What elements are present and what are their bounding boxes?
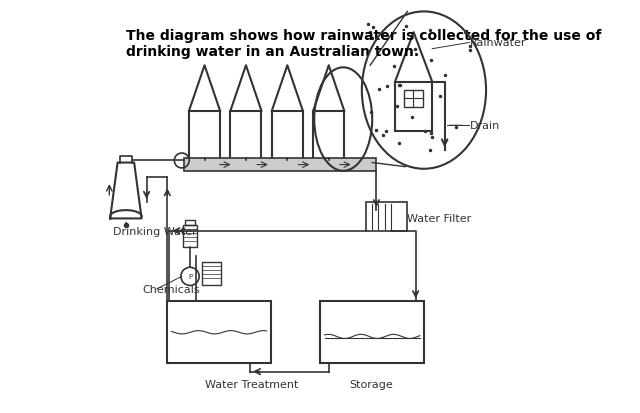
Text: Drain: Drain: [470, 121, 500, 131]
Text: Drinking Water: Drinking Water: [113, 226, 197, 236]
Text: Storage: Storage: [349, 379, 393, 389]
Text: Chemicals: Chemicals: [143, 284, 200, 294]
Text: P: P: [188, 274, 192, 280]
Text: Water Filter: Water Filter: [408, 214, 472, 224]
Text: Rainwater: Rainwater: [470, 38, 526, 48]
FancyBboxPatch shape: [184, 159, 376, 171]
Text: Water Treatment: Water Treatment: [205, 379, 298, 389]
Text: The diagram shows how rainwater is collected for the use of
drinking water in an: The diagram shows how rainwater is colle…: [126, 29, 601, 59]
